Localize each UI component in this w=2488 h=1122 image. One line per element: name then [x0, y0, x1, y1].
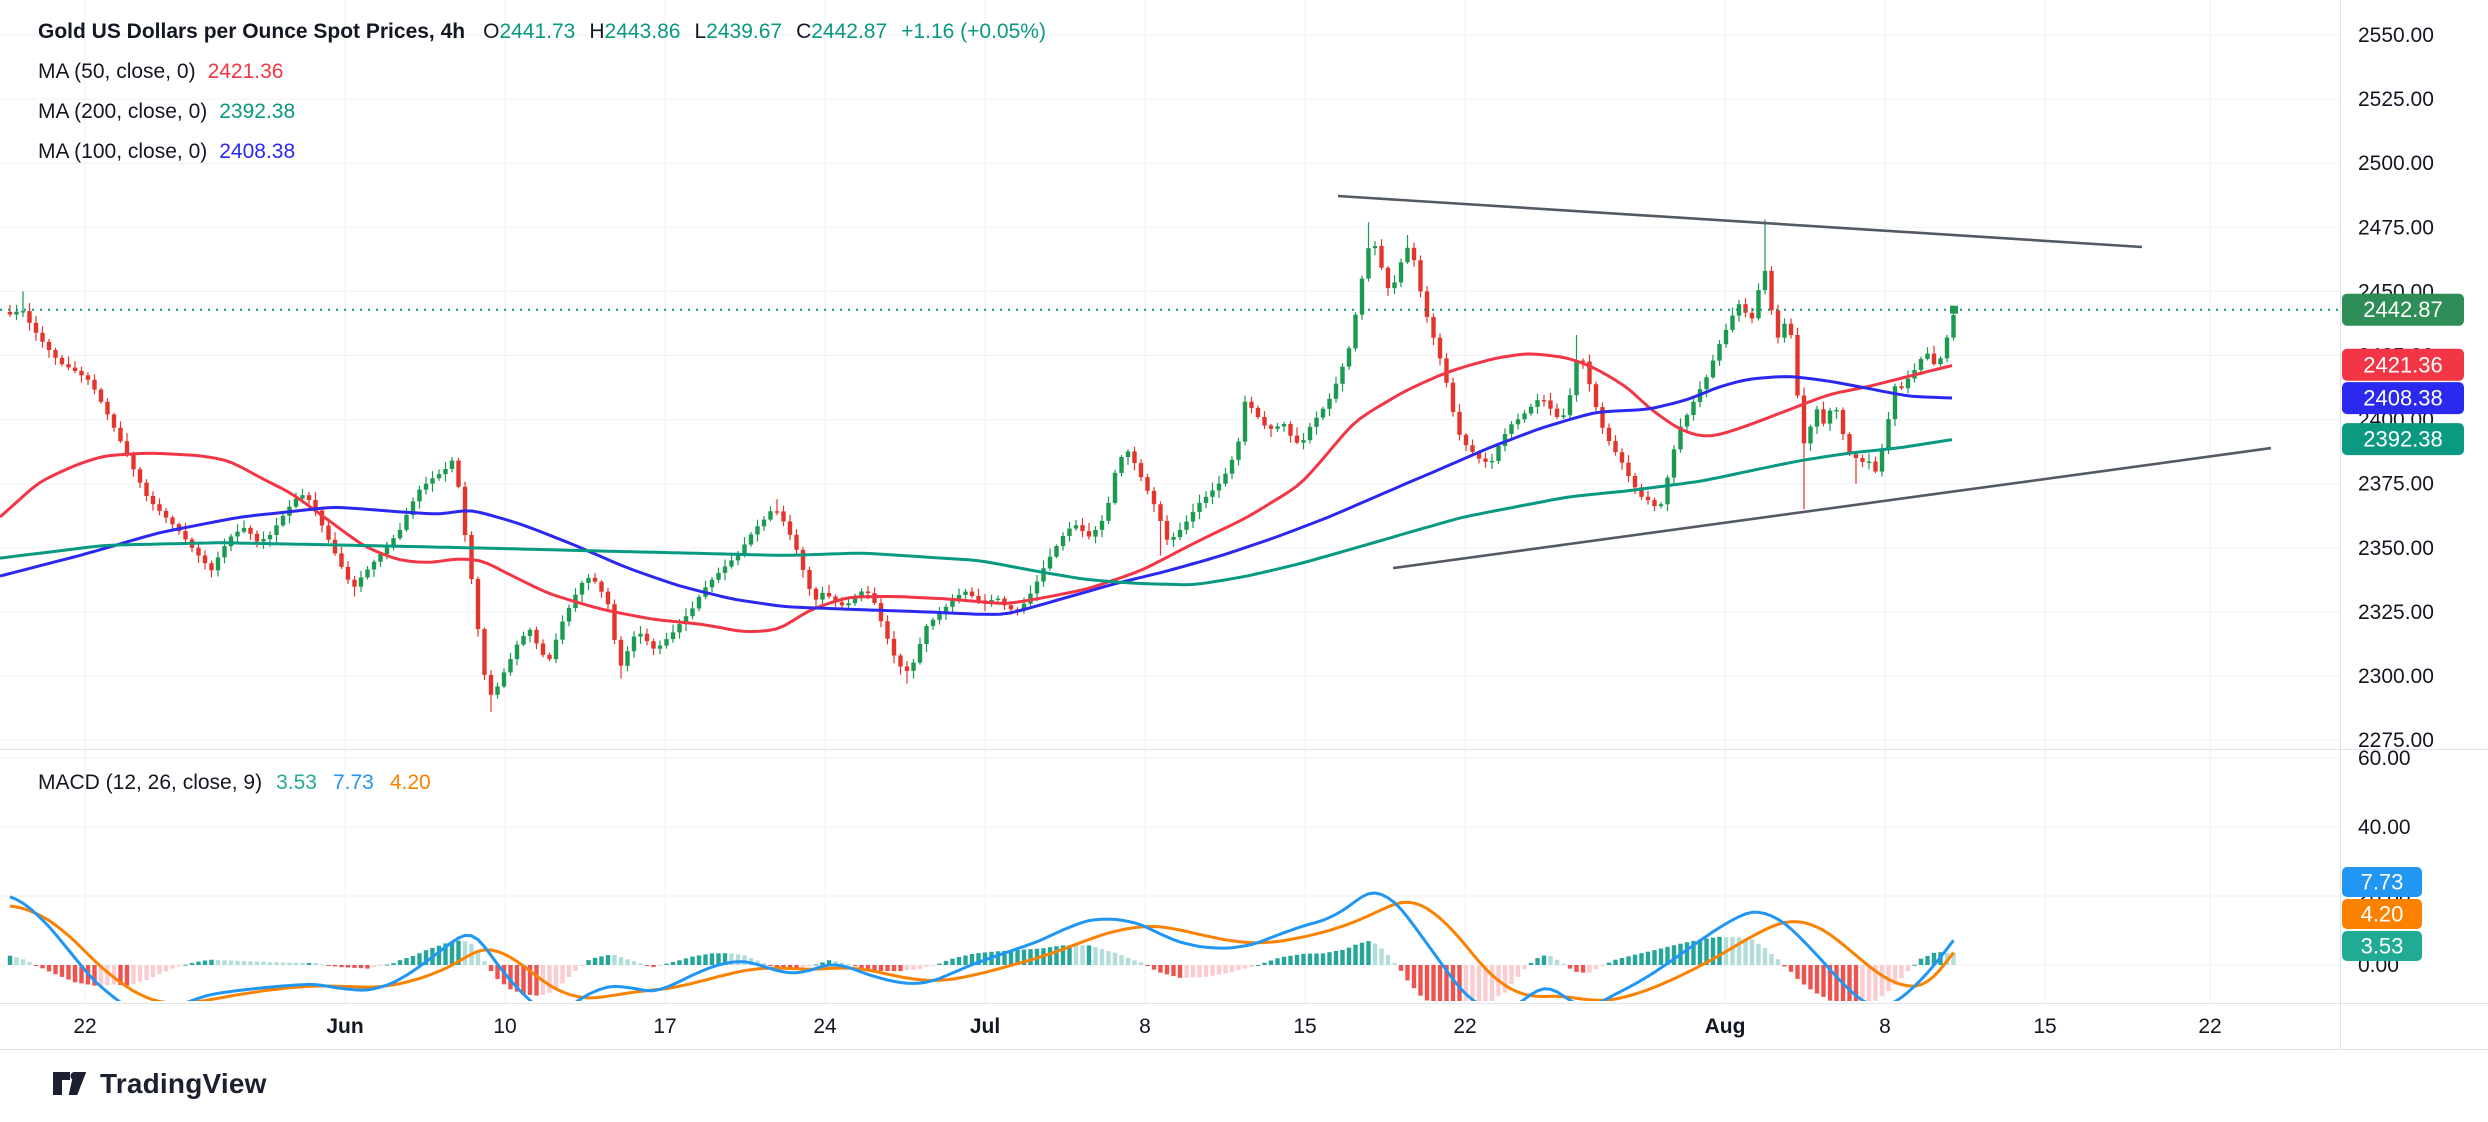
svg-text:8: 8 — [1879, 1015, 1891, 1038]
close-label: C — [796, 20, 812, 43]
low-value: 2439.67 — [706, 20, 783, 43]
svg-text:2500.00: 2500.00 — [2358, 152, 2434, 175]
macd-label: MACD (12, 26, close, 9) — [38, 771, 263, 794]
ma100-label: MA (100, close, 0) — [38, 140, 208, 163]
macd-main-line — [9, 891, 1955, 1001]
price-badge: 2408.38 — [2342, 382, 2464, 415]
svg-text:10: 10 — [493, 1015, 516, 1038]
candles — [7, 219, 1956, 712]
macd-hist-value: 3.53 — [276, 771, 317, 794]
svg-text:7.73: 7.73 — [2361, 870, 2404, 895]
macd-values: 3.53 7.73 4.20 — [276, 771, 431, 795]
svg-text:3.53: 3.53 — [2361, 934, 2404, 959]
ma100-legend-row[interactable]: MA (100, close, 0) 2408.38 — [38, 132, 1046, 172]
svg-text:22: 22 — [73, 1015, 96, 1038]
svg-text:22: 22 — [1453, 1015, 1476, 1038]
svg-text:2408.38: 2408.38 — [2363, 386, 2443, 411]
pane-separators — [0, 0, 2488, 1050]
ohlc-values: O 2441.73 H 2443.86 L 2439.67 C 2442.87 +1.1… — [483, 20, 1046, 44]
ma50-legend-row[interactable]: MA (50, close, 0) 2421.36 — [38, 52, 1046, 92]
ma200-value: 2392.38 — [219, 100, 296, 123]
grid — [0, 0, 2340, 1003]
svg-text:60.00: 60.00 — [2358, 747, 2411, 770]
chart-legend: Gold US Dollars per Ounce Spot Prices, 4… — [38, 12, 1046, 172]
open-label: O — [483, 20, 500, 43]
svg-text:2550.00: 2550.00 — [2358, 24, 2434, 47]
price-badge: 2442.87 — [2342, 293, 2464, 326]
ma200-legend-row[interactable]: MA (200, close, 0) 2392.38 — [38, 92, 1046, 132]
svg-text:2350.00: 2350.00 — [2358, 537, 2434, 560]
svg-text:8: 8 — [1139, 1015, 1151, 1038]
price-badge: 2392.38 — [2342, 423, 2464, 456]
svg-text:15: 15 — [1293, 1015, 1316, 1038]
macd-legend-row[interactable]: MACD (12, 26, close, 9) 3.53 7.73 4.20 — [38, 766, 431, 800]
ma100-value: 2408.38 — [219, 140, 296, 163]
svg-text:15: 15 — [2033, 1015, 2056, 1038]
current-price-line — [0, 305, 2340, 314]
svg-text:2375.00: 2375.00 — [2358, 473, 2434, 496]
macd-signal-value: 4.20 — [389, 771, 431, 794]
svg-text:2421.36: 2421.36 — [2363, 352, 2443, 377]
svg-text:22: 22 — [2198, 1015, 2221, 1038]
symbol-title: Gold US Dollars per Ounce Spot Prices, 4… — [38, 20, 466, 43]
svg-text:17: 17 — [653, 1015, 676, 1038]
low-label: L — [694, 20, 707, 43]
symbol-legend-row[interactable]: Gold US Dollars per Ounce Spot Prices, 4… — [38, 12, 1046, 52]
svg-text:Jun: Jun — [326, 1015, 363, 1038]
macd-pane — [7, 891, 1956, 1001]
open-value: 2441.73 — [499, 20, 576, 43]
trendline-upper-resistance[interactable] — [1337, 194, 2143, 249]
ma200-line — [0, 438, 1953, 587]
close-value: 2442.87 — [811, 20, 888, 43]
time-axis[interactable]: 22 Jun 10 17 24 Jul 8 15 22 Aug 8 15 22 — [73, 1015, 2221, 1038]
tradingview-attribution[interactable]: TradingView — [52, 1068, 267, 1100]
svg-text:24: 24 — [813, 1015, 837, 1038]
macd-badge: 4.20 — [2342, 899, 2422, 929]
high-label: H — [589, 20, 605, 43]
svg-text:2300.00: 2300.00 — [2358, 665, 2434, 688]
ma200-label: MA (200, close, 0) — [38, 100, 208, 123]
svg-text:2442.87: 2442.87 — [2363, 297, 2443, 322]
svg-text:4.20: 4.20 — [2361, 902, 2404, 927]
ma50-value: 2421.36 — [207, 60, 284, 83]
price-badge: 2421.36 — [2342, 348, 2464, 381]
tradingview-brand-text: TradingView — [100, 1068, 267, 1099]
price-axis[interactable]: 2550.002525.002500.002475.002450.002425.… — [2342, 24, 2464, 977]
tradingview-logo-icon — [53, 1072, 87, 1095]
svg-text:2525.00: 2525.00 — [2358, 88, 2434, 111]
svg-text:Jul: Jul — [970, 1015, 1000, 1038]
svg-text:2275.00: 2275.00 — [2358, 729, 2434, 752]
macd-badge: 3.53 — [2342, 931, 2422, 961]
ma50-line — [0, 352, 1953, 633]
macd-line-value: 7.73 — [332, 771, 374, 794]
svg-text:40.00: 40.00 — [2358, 816, 2411, 839]
svg-text:2325.00: 2325.00 — [2358, 601, 2434, 624]
high-value: 2443.86 — [604, 20, 681, 43]
svg-text:Aug: Aug — [1705, 1015, 1746, 1038]
change-value: +1.16 (+0.05%) — [901, 20, 1046, 43]
svg-text:2392.38: 2392.38 — [2363, 427, 2443, 452]
ma50-label: MA (50, close, 0) — [38, 60, 196, 83]
trendline-lower-support[interactable] — [1392, 446, 2272, 570]
svg-text:2475.00: 2475.00 — [2358, 216, 2434, 239]
macd-badge: 7.73 — [2342, 867, 2422, 897]
ma100-line — [0, 375, 1953, 616]
